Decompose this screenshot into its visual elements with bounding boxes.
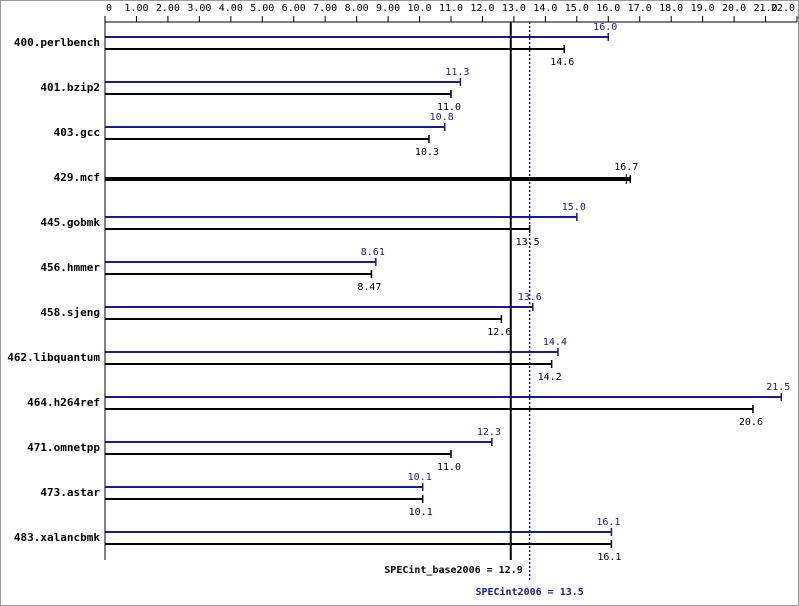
value-label: 20.6 (739, 417, 763, 428)
category-label: 445.gobmk (40, 216, 100, 229)
value-label: 16.7 (614, 162, 638, 173)
value-label: 16.1 (596, 517, 620, 528)
reference-name: SPECint2006 = (475, 586, 553, 598)
value-label: 11.0 (437, 102, 461, 113)
x-tick-label: 14.0 (533, 3, 557, 14)
category-label: 429.mcf (54, 171, 100, 184)
value-label: 13.5 (516, 237, 540, 248)
x-tick-label: 17.0 (628, 3, 652, 14)
value-label: 10.1 (409, 507, 433, 518)
value-label: 14.4 (543, 337, 567, 348)
reference-label: SPECint_base2006 = 12.9 (384, 564, 522, 576)
value-label: 15.0 (562, 202, 586, 213)
value-label: 14.6 (550, 57, 574, 68)
value-label: 11.3 (445, 67, 469, 78)
category-label: 458.sjeng (40, 306, 100, 319)
x-tick-label: 9.00 (376, 3, 400, 14)
value-label: 16.1 (597, 552, 621, 563)
x-tick-label: 12.0 (470, 3, 494, 14)
category-label: 471.omnetpp (27, 441, 100, 454)
x-tick-label: 19.0 (691, 3, 715, 14)
x-tick-label: 18.0 (659, 3, 683, 14)
x-tick-label: 8.00 (345, 3, 369, 14)
reference-name: SPECint_base2006 = (384, 564, 492, 576)
value-label: 21.5 (766, 382, 790, 393)
category-label: 473.astar (40, 486, 100, 499)
category-label: 403.gcc (54, 126, 100, 139)
x-tick-label: 0 (106, 3, 112, 14)
category-label: 456.hmmer (40, 261, 100, 274)
x-tick-label: 22.0 (771, 3, 795, 14)
category-label: 400.perlbench (14, 36, 100, 49)
x-tick-label: 10.0 (407, 3, 431, 14)
x-tick-label: 21.0 (753, 3, 777, 14)
x-tick-label: 4.00 (219, 3, 243, 14)
value-label: 12.3 (477, 427, 501, 438)
x-tick-label: 2.00 (156, 3, 180, 14)
value-label: 14.2 (538, 372, 562, 383)
value-label: 16.0 (593, 22, 617, 33)
category-label: 401.bzip2 (40, 81, 100, 94)
x-tick-label: 7.00 (313, 3, 337, 14)
value-label: 10.8 (430, 112, 454, 123)
category-label: 462.libquantum (7, 351, 100, 364)
category-label: 464.h264ref (27, 396, 100, 409)
x-tick-label: 15.0 (565, 3, 589, 14)
x-tick-label: 20.0 (722, 3, 746, 14)
value-label: 10.3 (415, 147, 439, 158)
value-label: 13.6 (518, 292, 542, 303)
x-tick-label: 5.00 (250, 3, 274, 14)
value-label: 11.0 (437, 462, 461, 473)
reference-value: 13.5 (560, 587, 584, 598)
value-label: 10.1 (408, 472, 432, 483)
value-label: 12.6 (487, 327, 511, 338)
x-tick-label: 3.00 (187, 3, 211, 14)
x-tick-label: 13.0 (502, 3, 526, 14)
x-tick-label: 1.00 (124, 3, 148, 14)
x-tick-label: 6.00 (282, 3, 306, 14)
value-label: 8.47 (357, 282, 381, 293)
category-label: 483.xalancbmk (14, 531, 100, 544)
reference-value: 12.9 (499, 565, 523, 576)
x-tick-label: 11.0 (439, 3, 463, 14)
value-label: 8.61 (361, 247, 385, 258)
reference-label: SPECint2006 = 13.5 (475, 586, 583, 598)
x-tick-label: 16.0 (596, 3, 620, 14)
